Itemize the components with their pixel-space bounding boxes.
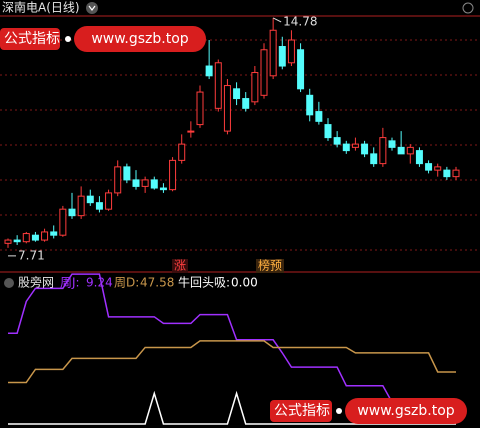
watermark-url: www.gszb.top: [357, 403, 454, 419]
candle-body: [306, 94, 314, 116]
candle-body: [397, 146, 405, 155]
legend-label: 牛回头吸:: [178, 275, 230, 290]
indicator-title: 股旁网: [18, 275, 54, 290]
candle-body: [178, 143, 186, 161]
legend-value: 0.00: [231, 276, 258, 290]
candle-body: [251, 72, 259, 103]
candle-body: [260, 49, 268, 96]
candle-body: [233, 88, 241, 100]
candle-body: [388, 140, 396, 148]
watermark-label: 公式指标: [274, 403, 330, 419]
candle-body: [242, 98, 250, 109]
legend-label: 周D:: [114, 276, 139, 290]
candle-body: [361, 143, 369, 155]
indicator-line: [8, 273, 456, 415]
candle-body: [150, 179, 158, 189]
candle-body: [50, 231, 58, 236]
menu-arrow: [88, 5, 96, 11]
candle-body: [315, 111, 323, 122]
candles: 14.78 7.71: [4, 14, 460, 262]
indicator-line: [8, 340, 456, 384]
annotation: 涨: [174, 258, 186, 273]
candle-body: [4, 239, 12, 244]
legend-value: 47.58: [140, 276, 174, 290]
candle-body: [31, 234, 39, 241]
candle-body: [132, 179, 140, 187]
candle-body: [41, 231, 49, 241]
candle-body: [297, 49, 305, 90]
candle-body: [415, 150, 423, 165]
max-label: 14.78: [283, 14, 317, 28]
candle-body: [342, 143, 350, 152]
candle-body: [13, 239, 21, 243]
watermark: 公式指标 www.gszb.top: [0, 26, 206, 52]
annotation-bg: [256, 259, 284, 273]
candle-body: [159, 187, 167, 191]
candle-body: [123, 166, 131, 181]
min-label: 7.71: [18, 248, 45, 262]
legend-value: 9.24: [86, 276, 113, 290]
candle-body: [452, 169, 460, 178]
candle-body: [187, 130, 195, 133]
candle-body: [425, 163, 433, 171]
settings-icon[interactable]: [462, 2, 474, 14]
watermark-label: 公式指标: [4, 31, 60, 47]
menu-icon[interactable]: [86, 2, 98, 14]
candle-body: [214, 62, 222, 109]
candle-body: [434, 166, 442, 171]
candle-body: [443, 169, 451, 178]
indicator-menu[interactable]: [4, 278, 14, 288]
candle-body: [379, 137, 387, 165]
candle-body: [68, 208, 76, 217]
annotation: 榜预: [258, 258, 282, 273]
candle-body: [22, 233, 30, 243]
candle-body: [269, 29, 277, 77]
watermark: 公式指标 www.gszb.top: [270, 398, 467, 424]
candle-body: [223, 85, 231, 132]
candle-body: [141, 179, 149, 187]
candle-body: [105, 192, 113, 210]
chart-title: 深南电A(日线): [2, 0, 80, 15]
legend-label: 周J:: [60, 276, 80, 290]
candle-body: [406, 146, 414, 155]
candle-body: [370, 153, 378, 165]
candle-body: [205, 65, 213, 77]
candle-body: [351, 143, 359, 148]
candle-body: [169, 159, 177, 191]
candle-body: [196, 91, 204, 126]
candle-body: [324, 124, 332, 139]
watermark-url: www.gszb.top: [91, 31, 188, 47]
candle-body: [95, 202, 103, 210]
candle-body: [114, 166, 122, 194]
candle-body: [278, 46, 286, 67]
candle-body: [287, 39, 295, 64]
candle-body: [86, 195, 94, 204]
annotation-bg: [172, 259, 188, 273]
candle-body: [59, 208, 67, 236]
candle-body: [77, 195, 85, 217]
candle-body: [333, 137, 341, 145]
max-pointer: [272, 17, 282, 23]
